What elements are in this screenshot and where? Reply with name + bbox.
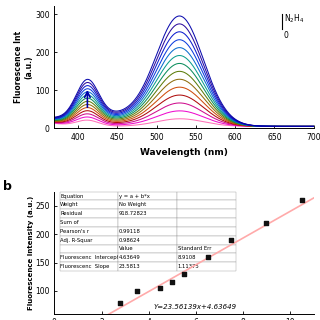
Text: 0: 0 (284, 31, 289, 40)
Point (264, 220, 269, 226)
Point (299, 198, 304, 203)
Point (170, 280, 175, 285)
X-axis label: Wavelength (nm): Wavelength (nm) (140, 148, 228, 157)
Point (181, 271, 187, 276)
Y-axis label: Fluorescence Intensity (a.u.): Fluorescence Intensity (a.u.) (28, 196, 34, 310)
Point (228, 237, 234, 243)
Point (205, 254, 210, 260)
Text: Y=23.56139x+4.63649: Y=23.56139x+4.63649 (153, 304, 236, 310)
Point (158, 285, 163, 291)
Point (134, 288, 140, 293)
Text: N$_2$H$_4$: N$_2$H$_4$ (284, 12, 304, 25)
Point (118, 301, 123, 306)
Text: b: b (3, 180, 12, 193)
Y-axis label: Fluorescence Int
(a.u.): Fluorescence Int (a.u.) (14, 31, 34, 103)
